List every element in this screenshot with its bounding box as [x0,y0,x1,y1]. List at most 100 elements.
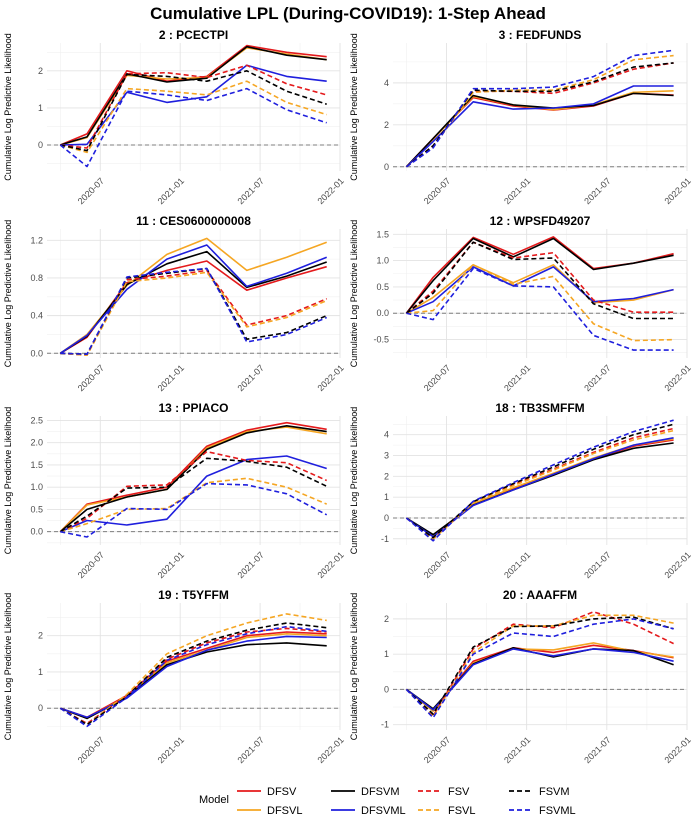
legend-label: FSV [448,786,470,798]
y-tick-label: 2 [38,631,43,641]
y-tick-label: 1 [38,103,43,113]
y-tick-label: 1 [384,649,389,659]
series-lines [405,49,674,168]
y-tick-label: 0 [384,162,389,172]
x-axis: 2020-07 2021-01 2021-07 2022-01 [422,735,693,765]
gridlines [47,43,341,171]
x-tick-label: 2022-01 [662,735,692,765]
y-tick-label: 4 [384,430,389,440]
y-tick-label: 2 [384,471,389,481]
x-tick-label: 2021-07 [582,363,612,393]
x-tick-label: 2021-07 [582,550,612,580]
y-tick-label: 0 [38,140,43,150]
legend-label: DFSVML [361,805,406,817]
series-line-dfsvml [405,85,674,168]
series-line-dfsvl [405,263,674,314]
series-line-fsvm [59,457,328,533]
x-tick-label: 2022-01 [662,363,692,393]
y-axis: -0.5 0.0 0.5 1.0 1.5 [373,229,389,344]
x-tick-label: 2021-07 [236,176,266,206]
y-tick-label: 0.8 [30,273,43,283]
x-axis: 2020-07 2021-01 2021-07 2022-01 [76,735,346,765]
y-axis: 0 1 2 [38,631,43,714]
series-line-fsvml [60,267,328,356]
y-tick-label: -0.5 [373,335,389,345]
series-lines [59,613,327,728]
series-line-fsv [405,241,674,314]
y-axis-label: Cumulative Log Predictive Likelihood [3,33,13,181]
y-tick-label: 0 [384,684,389,694]
legend-item-dfsvml: DFSVML [331,805,406,817]
series-line-dfsvm [59,424,327,533]
series-line-fsv [60,64,327,149]
figure-title: Cumulative LPL (During-COVID19): 1-Step … [150,4,546,23]
series-lines [59,44,327,168]
y-tick-label: 2 [384,614,389,624]
legend-label: FSVM [539,786,570,798]
legend-item-dfsvl: DFSVL [237,805,302,817]
series-line-fsvl [60,271,328,357]
y-tick-label: 1 [38,667,43,677]
series-line-fsv [59,450,328,533]
series-line-dfsvl [59,237,327,354]
x-tick-label: 2022-01 [315,550,345,580]
series-lines [59,421,328,538]
series-line-fsvm [60,70,327,152]
x-tick-label: 2022-01 [315,363,345,393]
y-axis: 0 1 2 [38,66,43,150]
y-axis: 0 2 4 [384,78,389,172]
legend-item-dfsv: DFSV [237,786,297,798]
y-axis-label: Cumulative Log Predictive Likelihood [3,593,13,741]
series-line-dfsvm [405,237,674,314]
panel-title: 13 : PPIACO [158,401,228,415]
y-tick-label: 2 [384,120,389,130]
series-line-fsvml [59,87,327,168]
x-axis: 2020-07 2021-01 2021-07 2022-01 [422,550,693,580]
x-tick-label: 2021-01 [156,363,186,393]
series-line-fsvl [60,477,328,533]
y-tick-label: 4 [384,78,389,88]
series-line-fsvml [405,419,674,542]
x-tick-label: 2021-07 [236,550,266,580]
series-line-dfsv [59,421,327,533]
panel-title: 11 : CES0600000008 [136,214,251,228]
legend-title: Model [199,794,229,806]
series-line-fsv [405,62,674,168]
y-axis-label: Cumulative Log Predictive Likelihood [3,220,13,368]
y-tick-label: 0.5 [30,504,43,514]
legend-label: DFSV [267,786,297,798]
series-line-fsvm [405,423,674,539]
x-axis: 2020-07 2021-01 2021-07 2022-01 [76,363,346,393]
x-axis: 2020-07 2021-01 2021-07 2022-01 [422,176,693,206]
series-lines [405,610,674,719]
x-tick-label: 2020-07 [422,363,452,393]
series-line-fsvml [60,482,328,538]
y-tick-label: -1 [381,534,389,544]
series-lines [59,237,328,357]
legend-item-fsvml: FSVML [509,805,576,817]
y-tick-label: 2.0 [30,438,43,448]
x-tick-label: 2021-07 [236,735,266,765]
legend-label: DFSVL [267,805,302,817]
legend-item-fsv: FSV [418,786,470,798]
series-line-fsvml [406,267,674,351]
series-line-fsvml [405,618,674,719]
panel-2: 3 : FEDFUNDS 0 2 4 2020-07 2021-01 2021-07 2022… [349,28,693,206]
series-line-fsvml [405,49,674,168]
y-tick-label: 1.2 [30,235,43,245]
series-line-fsvm [405,62,674,168]
y-tick-label: 3 [384,451,389,461]
panel-title: 18 : TB3SMFFM [495,401,584,415]
series-line-fsvm [405,616,674,715]
y-tick-label: 0.4 [30,311,43,321]
y-axis: 0.0 0.5 1.0 1.5 2.0 2.5 [30,415,43,536]
y-tick-label: 1.5 [30,460,43,470]
legend-label: DFSVM [361,786,400,798]
panel-title: 12 : WPSFD49207 [490,214,591,228]
x-tick-label: 2021-01 [156,550,186,580]
y-axis-label: Cumulative Log Predictive Likelihood [349,220,359,368]
panel-title: 19 : T5YFFM [158,588,229,602]
